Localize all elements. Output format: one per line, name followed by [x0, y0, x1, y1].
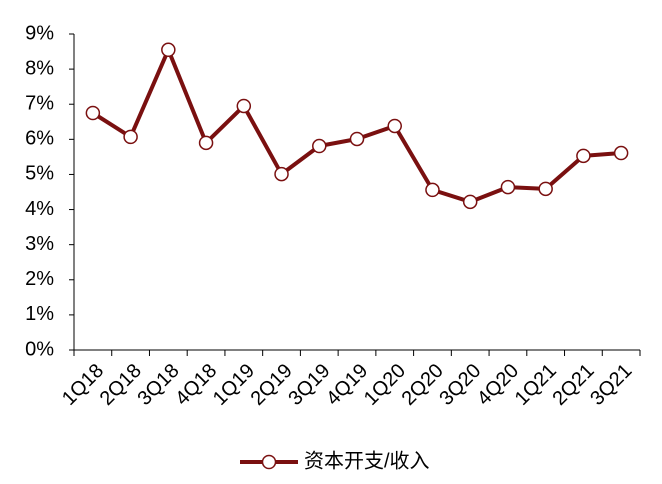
line [91, 47, 622, 204]
y-tick-label: 6% [25, 128, 54, 150]
x-tick-label: 2Q21 [549, 360, 599, 410]
point [274, 166, 289, 182]
x-tick-label: 2Q20 [398, 360, 448, 410]
point [462, 194, 478, 210]
x-tick-label: 2Q19 [247, 360, 297, 410]
point [500, 179, 516, 195]
point [123, 129, 138, 145]
x-tick-label: 4Q20 [473, 360, 523, 410]
x-tick-label: 3Q19 [284, 360, 334, 410]
point [387, 118, 402, 134]
y-tick-label: 2% [25, 268, 54, 290]
point [538, 181, 553, 197]
point [85, 105, 101, 121]
x-tick-label: 3Q20 [435, 360, 485, 410]
y-tick-label: 1% [25, 303, 54, 325]
x-tick-label: 3Q18 [133, 360, 183, 410]
x-tick-label: 1Q19 [209, 360, 259, 410]
point [613, 145, 629, 161]
x-tick-label: 2Q18 [96, 360, 146, 410]
point [198, 135, 214, 151]
y-tick-label: 8% [25, 57, 54, 79]
x-tick-label: 3Q21 [586, 360, 636, 410]
legend-marker [261, 454, 277, 470]
point [349, 131, 365, 147]
legend-label: 资本开支/收入 [304, 449, 430, 472]
y-tick-label: 4% [25, 198, 54, 220]
y-tick-label: 7% [25, 93, 54, 115]
point [236, 98, 252, 114]
x-tick-label: 1Q20 [360, 360, 410, 410]
point [576, 148, 591, 164]
y-tick-label: 3% [25, 233, 54, 255]
y-tick-label: 0% [25, 338, 54, 360]
x-tick-label: 4Q19 [322, 360, 372, 410]
x-tick-label: 4Q18 [171, 360, 221, 410]
point [425, 182, 440, 198]
x-tick-label: 1Q18 [58, 360, 108, 410]
x-tick-label: 1Q21 [511, 360, 561, 410]
y-tick-label: 9% [25, 22, 54, 44]
y-tick-label: 5% [25, 163, 54, 185]
point [312, 138, 327, 154]
point [161, 42, 176, 58]
